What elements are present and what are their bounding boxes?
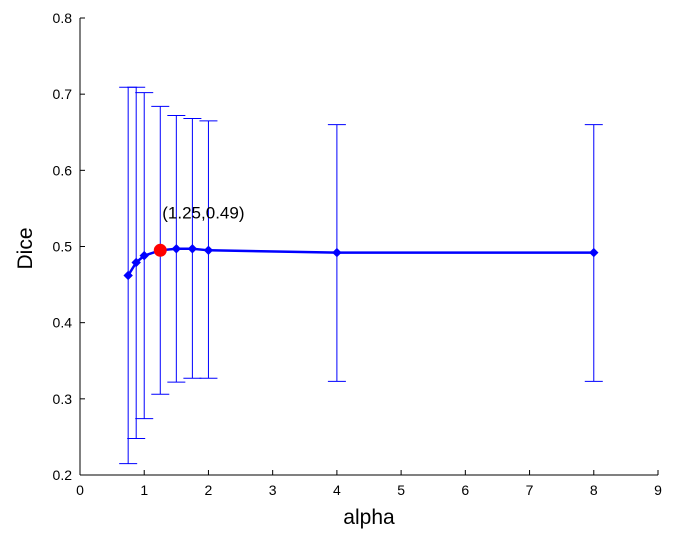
plot-area: 0 1 2 3 4 5 6 7 8 9 0.2 0.3 0.4 0.5 0.6 0.7 0.8 [53, 10, 663, 498]
y-axis-title: Dice [14, 227, 37, 269]
x-axis-title: alpha [343, 506, 395, 529]
y-tick-label: 0.4 [53, 315, 73, 331]
y-tick-label: 0.2 [53, 467, 73, 483]
data-point [139, 250, 149, 261]
x-tick-label: 3 [269, 482, 277, 498]
x-tick-label: 4 [333, 482, 341, 498]
data-point [332, 247, 342, 258]
x-tick-label: 5 [397, 482, 405, 498]
data-point [589, 247, 599, 258]
data-point [131, 257, 141, 268]
x-tick-label: 7 [526, 482, 534, 498]
data-point [203, 245, 214, 256]
y-tick-label: 0.7 [53, 86, 73, 102]
x-tick-label: 6 [461, 482, 469, 498]
x-tick-label: 0 [76, 482, 84, 498]
data-point [171, 244, 182, 254]
data-point [187, 244, 198, 254]
highlight-annotation: (1.25,0.49) [162, 203, 244, 222]
x-tick-label: 2 [205, 482, 213, 498]
x-tick-label: 1 [140, 482, 148, 498]
series-line [127, 247, 594, 277]
y-tick-label: 0.6 [53, 162, 73, 178]
x-tick-label: 9 [654, 482, 662, 498]
x-tick-label: 8 [590, 482, 598, 498]
y-tick-label: 0.8 [53, 10, 73, 26]
data-point [123, 270, 133, 281]
y-tick-label: 0.5 [53, 239, 73, 255]
y-tick-label: 0.3 [53, 391, 73, 407]
highlight-point [153, 243, 167, 257]
